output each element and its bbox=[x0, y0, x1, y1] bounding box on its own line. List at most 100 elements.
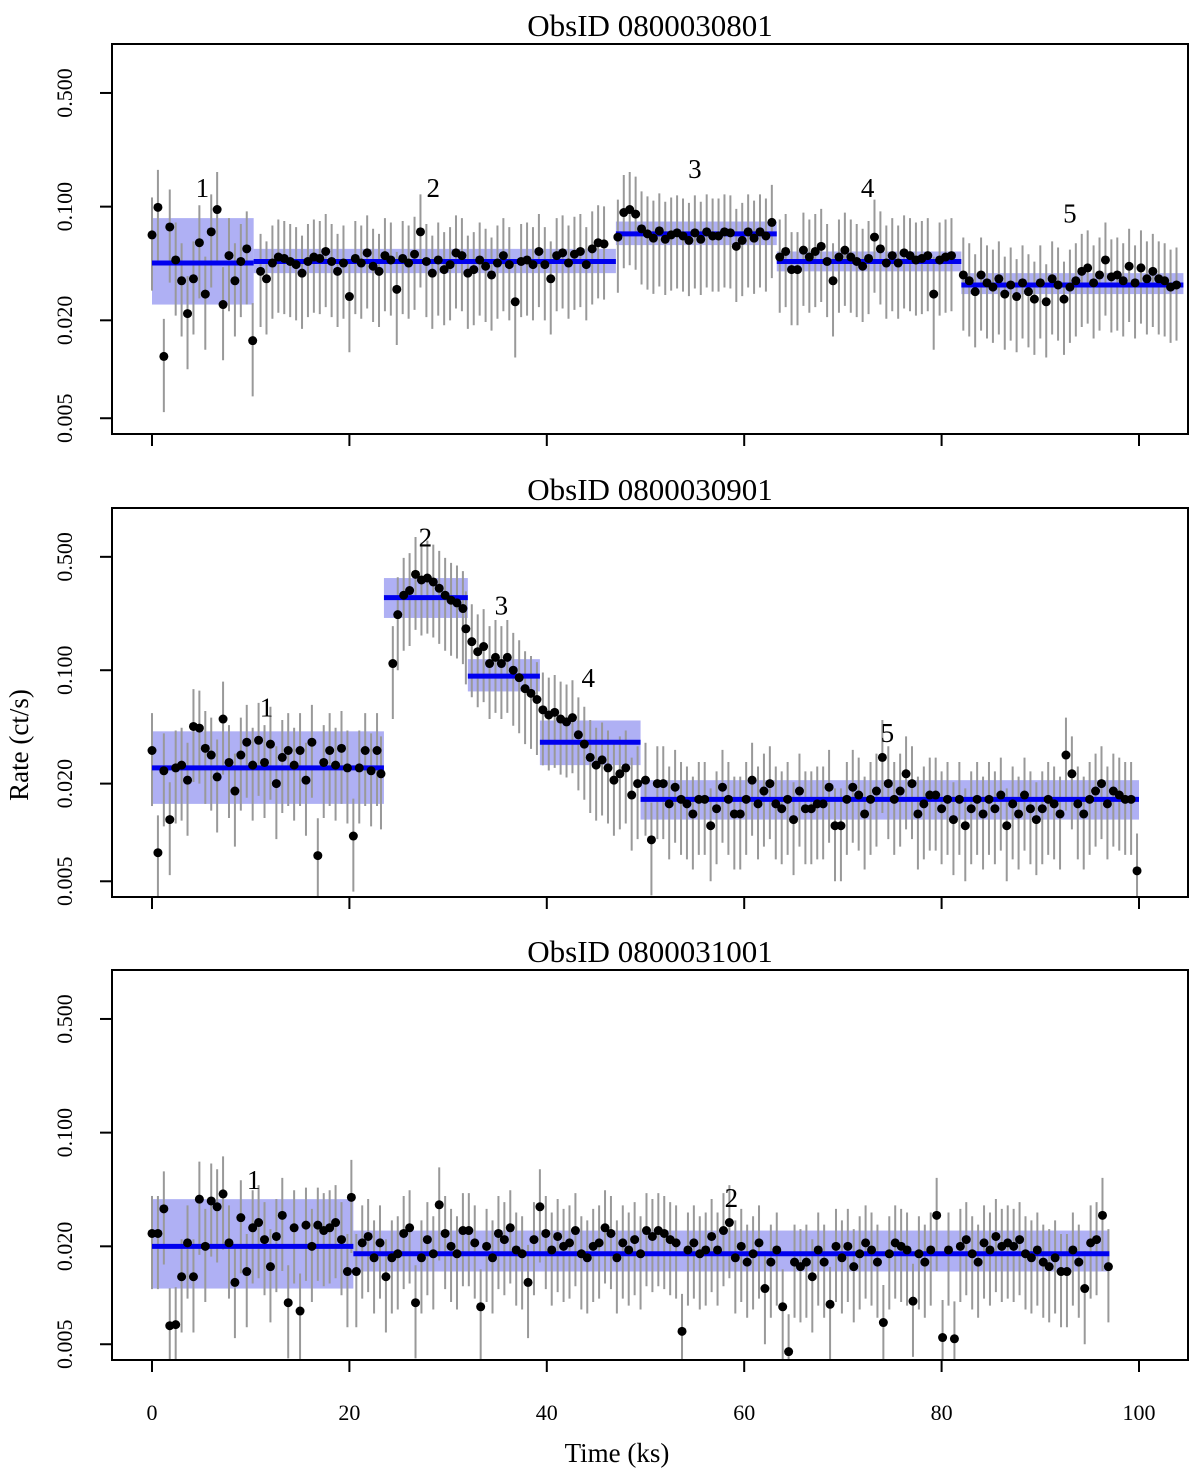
data-point bbox=[492, 258, 502, 268]
data-point bbox=[342, 1267, 352, 1277]
data-point bbox=[875, 244, 885, 254]
data-point bbox=[742, 1257, 752, 1267]
data-point bbox=[261, 274, 271, 284]
data-point bbox=[717, 782, 727, 792]
data-point bbox=[1132, 866, 1142, 876]
data-point bbox=[295, 1306, 305, 1316]
data-point bbox=[747, 775, 757, 785]
block-label: 3 bbox=[495, 591, 509, 621]
data-point bbox=[869, 232, 879, 242]
data-point bbox=[464, 1226, 474, 1236]
data-point bbox=[325, 1223, 335, 1233]
data-point bbox=[889, 794, 899, 804]
data-point bbox=[291, 260, 301, 270]
data-point bbox=[388, 659, 398, 669]
data-point bbox=[393, 610, 403, 620]
data-point bbox=[467, 637, 477, 647]
data-point bbox=[723, 794, 733, 804]
data-point bbox=[1014, 809, 1024, 819]
data-point bbox=[446, 1241, 456, 1251]
data-point bbox=[1118, 276, 1128, 286]
data-point bbox=[461, 624, 471, 634]
data-point bbox=[194, 1194, 204, 1204]
data-point bbox=[684, 235, 694, 245]
data-point bbox=[538, 705, 548, 715]
y-tick-label: 0.005 bbox=[52, 857, 77, 907]
data-point bbox=[784, 1347, 794, 1357]
data-point bbox=[613, 232, 623, 242]
data-point bbox=[218, 300, 228, 310]
data-point bbox=[301, 775, 311, 785]
data-point bbox=[883, 779, 893, 789]
block-label: 3 bbox=[688, 154, 702, 184]
data-point bbox=[964, 276, 974, 286]
data-point bbox=[737, 235, 747, 245]
data-point bbox=[147, 745, 157, 755]
data-point bbox=[331, 760, 341, 770]
data-point bbox=[479, 642, 489, 652]
data-point bbox=[236, 1213, 246, 1223]
data-point bbox=[854, 790, 864, 800]
data-point bbox=[360, 745, 370, 755]
data-point bbox=[877, 752, 887, 762]
data-point bbox=[510, 297, 520, 307]
y-tick-label: 0.100 bbox=[52, 182, 77, 232]
data-point bbox=[706, 821, 716, 831]
data-point bbox=[481, 261, 491, 271]
data-point bbox=[348, 831, 358, 841]
data-point bbox=[242, 244, 252, 254]
panel-3: ObsID 0800031001 1 2 0.005 0.020 0.100 0.500 0 2… bbox=[52, 934, 1189, 1425]
data-point bbox=[677, 1326, 687, 1336]
data-point bbox=[313, 1220, 323, 1230]
data-point bbox=[188, 1272, 198, 1282]
data-point bbox=[923, 251, 933, 261]
data-point bbox=[988, 282, 998, 292]
data-point bbox=[837, 1253, 847, 1263]
data-point bbox=[194, 723, 204, 733]
data-point bbox=[1062, 1267, 1072, 1277]
data-point bbox=[529, 1235, 539, 1245]
data-point bbox=[849, 1262, 859, 1272]
plot-area bbox=[147, 169, 1184, 413]
data-point bbox=[183, 1238, 193, 1248]
data-point bbox=[1025, 804, 1035, 814]
data-point bbox=[647, 1231, 657, 1241]
data-point bbox=[271, 1231, 281, 1241]
data-point bbox=[1026, 1253, 1036, 1263]
data-point bbox=[907, 779, 917, 789]
data-point bbox=[218, 1189, 228, 1199]
data-point bbox=[700, 794, 710, 804]
data-point bbox=[230, 786, 240, 796]
data-point bbox=[200, 289, 210, 299]
data-point bbox=[1148, 266, 1158, 276]
data-point bbox=[473, 647, 483, 657]
data-point bbox=[254, 1218, 264, 1228]
data-point bbox=[582, 1253, 592, 1263]
data-point bbox=[767, 217, 777, 227]
data-point bbox=[878, 1318, 888, 1328]
block-label: 5 bbox=[881, 718, 895, 748]
data-point bbox=[913, 809, 923, 819]
data-point bbox=[327, 256, 337, 266]
x-tick-label: 60 bbox=[733, 1400, 755, 1425]
data-point bbox=[331, 1218, 341, 1228]
data-point bbox=[218, 714, 228, 724]
panel-2: ObsID 0800030901 1 2 3 4 5 0.005 0.020 0.100 0.50… bbox=[52, 472, 1189, 909]
y-tick-label: 0.500 bbox=[52, 68, 77, 118]
data-point bbox=[212, 772, 222, 782]
data-point bbox=[405, 586, 415, 596]
data-point bbox=[615, 769, 625, 779]
data-point bbox=[499, 1235, 509, 1245]
data-point bbox=[958, 270, 968, 280]
data-point bbox=[362, 248, 372, 258]
data-point bbox=[344, 292, 354, 302]
data-point bbox=[1130, 278, 1140, 288]
data-point bbox=[399, 1228, 409, 1238]
data-point bbox=[587, 244, 597, 254]
data-point bbox=[1037, 804, 1047, 814]
data-point bbox=[1029, 294, 1039, 304]
data-point bbox=[550, 707, 560, 717]
block-label: 1 bbox=[247, 1165, 261, 1195]
data-point bbox=[319, 757, 329, 767]
block-label: 2 bbox=[419, 522, 433, 552]
